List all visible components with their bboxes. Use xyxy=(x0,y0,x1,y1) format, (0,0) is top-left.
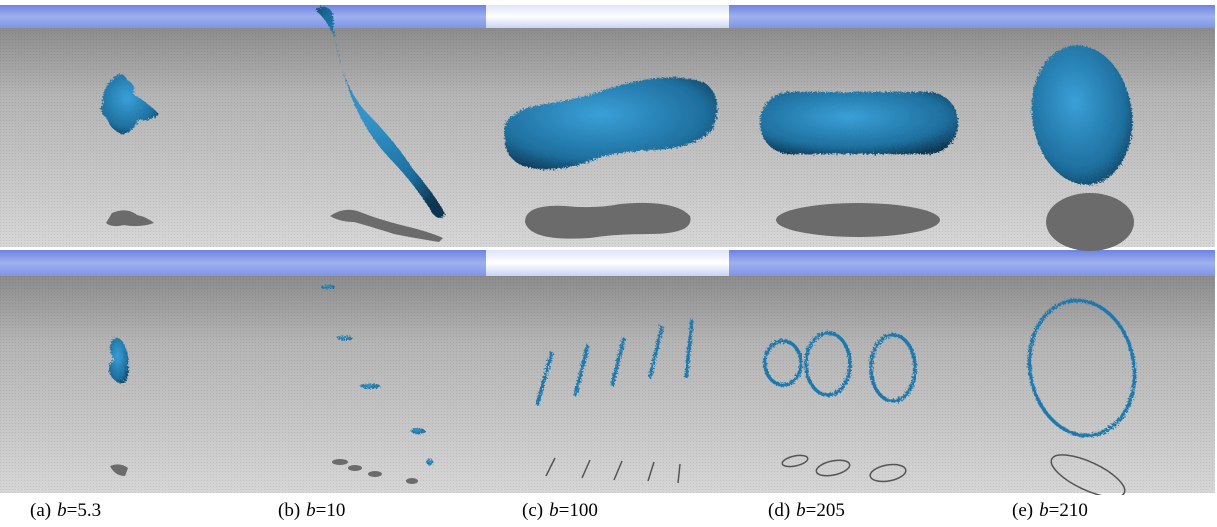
floor-texture xyxy=(972,276,1215,493)
caption-value: 210 xyxy=(1059,500,1088,521)
caption: (e) b=210 xyxy=(1012,500,1088,522)
sky xyxy=(243,5,486,28)
caption-tag: (a) xyxy=(30,500,51,521)
caption-variable: b xyxy=(549,500,559,521)
sky xyxy=(972,250,1215,276)
backgrounds xyxy=(0,5,1215,493)
floor-texture xyxy=(729,276,972,493)
sky xyxy=(486,5,729,28)
caption-value: 100 xyxy=(569,500,598,521)
caption: (b) b=10 xyxy=(278,500,345,522)
caption-relation: = xyxy=(806,500,817,521)
floor-texture xyxy=(0,276,243,493)
caption-tag: (c) xyxy=(522,500,543,521)
sky xyxy=(243,250,486,276)
sky xyxy=(0,250,243,276)
caption-relation: = xyxy=(559,500,570,521)
caption: (c) b=100 xyxy=(522,500,598,522)
caption-value: 5.3 xyxy=(77,500,101,521)
caption-variable: b xyxy=(1039,500,1049,521)
caption-variable: b xyxy=(796,500,806,521)
sky xyxy=(486,250,729,276)
figure-image xyxy=(0,0,1217,495)
caption-tag: (e) xyxy=(1012,500,1033,521)
floor-texture xyxy=(486,276,729,493)
caption-tag: (d) xyxy=(768,500,790,521)
caption-relation: = xyxy=(1049,500,1060,521)
caption: (a) b=5.3 xyxy=(30,500,101,522)
sky xyxy=(729,5,972,28)
caption-tag: (b) xyxy=(278,500,300,521)
caption-relation: = xyxy=(316,500,327,521)
caption-variable: b xyxy=(57,500,67,521)
caption-value: 205 xyxy=(816,500,845,521)
caption-relation: = xyxy=(67,500,78,521)
sky xyxy=(0,5,243,28)
page: {"figure": {"panels": [ {"tag": "(a)", "… xyxy=(0,0,1217,527)
caption-variable: b xyxy=(306,500,316,521)
sky xyxy=(972,5,1215,28)
caption: (d) b=205 xyxy=(768,500,845,522)
sky xyxy=(729,250,972,276)
caption-value: 10 xyxy=(326,500,345,521)
